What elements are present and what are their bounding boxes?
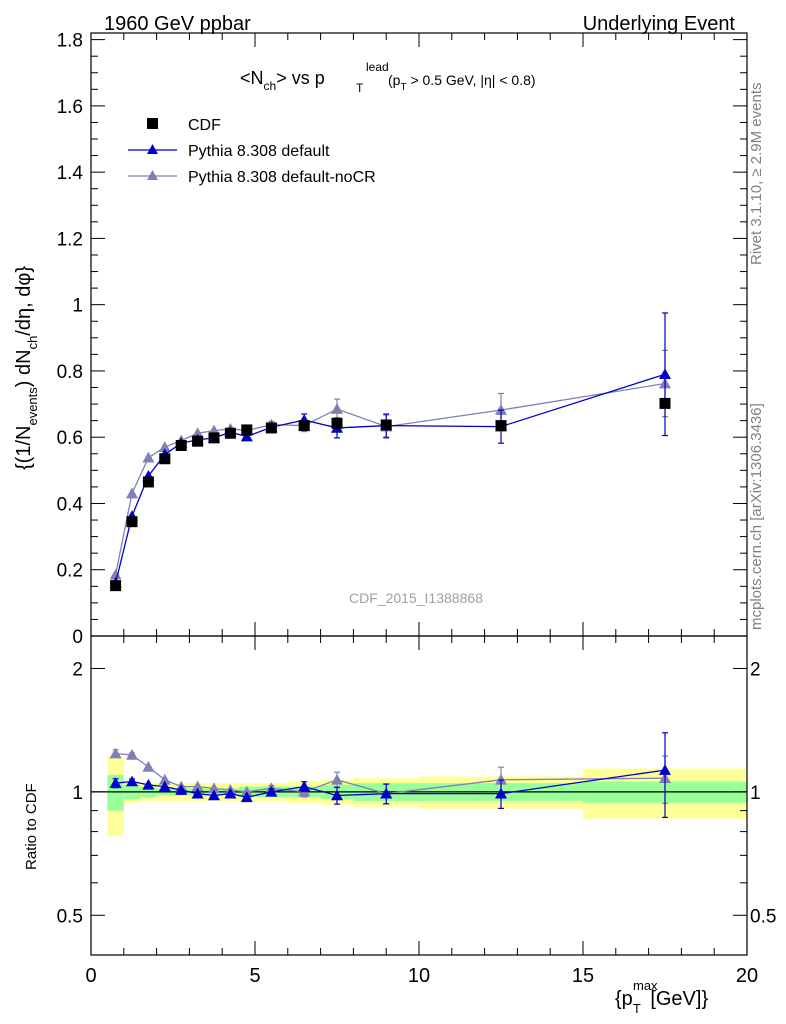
y-axis-label-main: {(1/Nevents) dNch/dη, dφ} xyxy=(13,266,40,470)
ratio-point-default xyxy=(126,775,138,787)
y-axis-label-ratio: Ratio to CDF xyxy=(23,783,40,870)
x-tick-label: 10 xyxy=(408,965,430,987)
series-line-nocr xyxy=(114,382,666,575)
ratio-frame xyxy=(90,635,748,956)
svg-text:max: max xyxy=(633,978,658,993)
point-nocr xyxy=(331,403,343,414)
ratio-panel: 0 5 10 15 20 0.5 0.5 1 1 2 2 xyxy=(57,635,776,987)
point-cdf xyxy=(241,424,253,436)
watermark: CDF_2015_I1388868 xyxy=(349,590,483,606)
point-cdf xyxy=(224,427,236,439)
point-default xyxy=(659,368,671,380)
x-tick-label: 15 xyxy=(572,965,594,987)
point-cdf xyxy=(175,439,187,451)
legend-label-default: Pythia 8.308 default xyxy=(188,143,330,160)
ratio-point-nocr xyxy=(495,773,507,785)
y-tick-label: 1.8 xyxy=(57,31,83,52)
point-cdf xyxy=(159,453,171,465)
point-cdf xyxy=(331,417,343,429)
legend: CDF Pythia 8.308 default Pythia 8.308 de… xyxy=(128,117,376,186)
point-cdf xyxy=(208,432,220,444)
ratio-point-default xyxy=(175,784,188,795)
plot-title: <Nch> vs p lead T (pT > 0.5 GeV, |η| < 0… xyxy=(240,60,536,95)
ratio-point-default xyxy=(109,777,122,788)
mcplots-label: mcplots.cern.ch [arXiv:1306.3436] xyxy=(748,403,765,630)
y-tick-label: 1.4 xyxy=(57,163,84,184)
ratio-point-default xyxy=(331,789,343,801)
ratio-point-default xyxy=(158,780,171,792)
ratio-point-default xyxy=(298,780,311,792)
point-cdf xyxy=(126,516,138,528)
x-tick-label: 20 xyxy=(736,965,758,987)
svg-text:<Nch> vs p: <Nch> vs p xyxy=(240,68,325,93)
y-tick-label: 0.4 xyxy=(57,494,84,515)
point-nocr xyxy=(126,487,138,499)
ratio-point-nocr xyxy=(158,773,171,785)
point-cdf xyxy=(110,580,122,592)
header-left: 1960 GeV ppbar xyxy=(104,13,251,35)
ratio-point-default xyxy=(191,787,204,799)
y-tick-label: 0.8 xyxy=(57,362,83,383)
legend-marker-default xyxy=(147,144,158,154)
point-default xyxy=(240,430,253,442)
ratio-point-nocr xyxy=(142,760,155,772)
legend-marker-nocr xyxy=(147,170,158,180)
ratio-point-default xyxy=(380,787,393,799)
y-tick-label: 0.2 xyxy=(57,561,83,582)
svg-text:T: T xyxy=(356,81,364,95)
ratio-y-tick-label: 1 xyxy=(72,783,83,804)
header-right: Underlying Event xyxy=(583,13,736,35)
ratio-point-nocr xyxy=(126,749,138,760)
series-line-default xyxy=(114,373,666,584)
legend-label-cdf: CDF xyxy=(188,117,221,134)
svg-text:(pT > 0.5 GeV, |η| < 0.8): (pT > 0.5 GeV, |η| < 0.8) xyxy=(388,72,536,93)
point-cdf xyxy=(142,476,154,488)
point-cdf xyxy=(265,422,277,434)
point-cdf xyxy=(380,419,392,431)
ratio-point-default xyxy=(495,787,507,799)
main-panel: 0 0.2 0.4 0.6 0.8 1 1.2 1.4 1.6 1.8 xyxy=(57,31,748,955)
rivet-label: Rivet 3.1.10, ≥ 2.9M events xyxy=(748,83,765,266)
ratio-point-nocr xyxy=(208,782,220,794)
ratio-point-default xyxy=(659,764,671,775)
ratio-y-tick-label-right: 0.5 xyxy=(750,906,776,927)
ratio-y-tick-label: 2 xyxy=(72,659,83,680)
point-cdf xyxy=(659,397,671,409)
y-tick-label: 1 xyxy=(72,296,83,317)
legend-marker-cdf xyxy=(147,118,158,129)
y-tick-label: 1.6 xyxy=(57,97,83,118)
ratio-point-nocr xyxy=(109,747,122,759)
y-tick-label: 0 xyxy=(72,627,83,648)
ratio-y-tick-label-right: 1 xyxy=(750,783,761,804)
ratio-point-default xyxy=(265,785,278,797)
point-cdf xyxy=(495,420,507,432)
point-cdf xyxy=(298,420,310,432)
ratio-y-tick-label-right: 2 xyxy=(750,659,761,680)
ratio-point-nocr xyxy=(240,785,253,797)
ratio-point-nocr xyxy=(331,773,343,785)
ratio-point-nocr xyxy=(191,780,204,792)
ratio-point-default xyxy=(142,778,155,790)
point-nocr xyxy=(158,441,171,452)
ratio-point-default xyxy=(240,791,253,803)
svg-text:{pT [GeV]}: {pT [GeV]} xyxy=(615,988,708,1016)
point-nocr xyxy=(142,451,155,463)
point-nocr xyxy=(109,568,122,580)
legend-label-nocr: Pythia 8.308 default-noCR xyxy=(188,169,376,186)
y-tick-label: 0.6 xyxy=(57,428,83,449)
point-cdf xyxy=(192,435,204,447)
x-tick-label: 0 xyxy=(85,965,96,987)
ratio-y-tick-label: 0.5 xyxy=(57,906,83,927)
ratio-point-default xyxy=(208,789,220,801)
svg-text:{(1/Nevents) dNch/dη, dφ}: {(1/Nevents) dNch/dη, dφ} xyxy=(13,266,40,470)
x-axis-label: {pT [GeV]} max xyxy=(615,978,708,1016)
svg-text:lead: lead xyxy=(366,60,389,74)
y-tick-label: 1.2 xyxy=(57,229,83,250)
x-tick-label: 5 xyxy=(249,965,260,987)
point-nocr xyxy=(191,427,204,439)
ratio-point-default xyxy=(224,787,237,799)
ratio-band-inner xyxy=(107,774,124,811)
